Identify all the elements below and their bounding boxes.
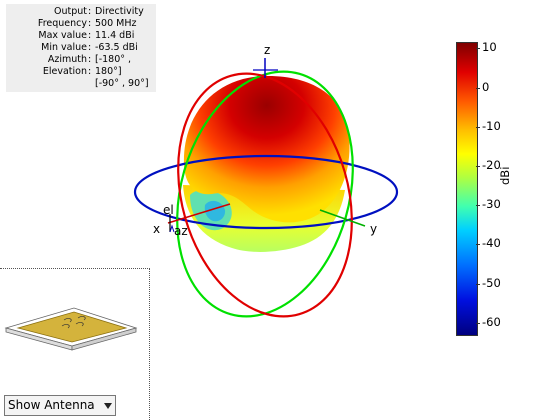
info-separator: : bbox=[88, 66, 92, 77]
info-key: Output bbox=[54, 6, 87, 17]
colorbar-tick-label: -60 bbox=[482, 315, 501, 329]
display-mode-value: Show Antenna bbox=[8, 398, 95, 412]
info-key: Min value bbox=[41, 42, 87, 53]
colorbar-tick-mark bbox=[476, 48, 480, 49]
info-separator: : bbox=[88, 18, 92, 29]
el-angle-label: el bbox=[163, 203, 174, 217]
info-separator: : bbox=[88, 6, 92, 17]
colorbar-tick-mark bbox=[476, 205, 480, 206]
info-row-max: Max value : 11.4 dBi bbox=[6, 30, 156, 42]
x-axis-line bbox=[167, 203, 231, 224]
info-value: -63.5 dBi bbox=[95, 42, 138, 53]
info-key: Azimuth bbox=[47, 54, 87, 65]
info-row-elevation: Elevation : 180°] bbox=[6, 66, 156, 78]
info-key: Frequency bbox=[37, 18, 87, 29]
colorbar-tick-label: -10 bbox=[482, 119, 501, 133]
z-axis-label: z bbox=[264, 43, 271, 57]
colorbar-tick-label: 10 bbox=[482, 40, 497, 54]
colorbar bbox=[456, 42, 478, 336]
info-row-frequency: Frequency : 500 MHz bbox=[6, 18, 156, 30]
info-separator: : bbox=[88, 42, 92, 53]
colorbar-tick-label: -20 bbox=[482, 158, 501, 172]
antenna-patch-icon bbox=[4, 307, 138, 351]
colorbar-unit-label: dBi bbox=[498, 166, 512, 185]
y-axis-line bbox=[319, 209, 366, 227]
y-axis-label: y bbox=[370, 222, 378, 236]
dropdown-arrow-icon[interactable] bbox=[104, 403, 112, 409]
info-value: 500 MHz bbox=[95, 18, 137, 29]
info-value: Directivity bbox=[95, 6, 144, 17]
colorbar-tick-label: -50 bbox=[482, 276, 501, 290]
info-row-min: Min value : -63.5 dBi bbox=[6, 42, 156, 54]
az-angle-label: az bbox=[174, 224, 188, 238]
info-row-azimuth: Azimuth : [-180° , bbox=[6, 54, 156, 66]
colorbar-tick-mark bbox=[476, 323, 480, 324]
info-value: 11.4 dBi bbox=[95, 30, 135, 41]
antenna-preview-panel bbox=[0, 268, 150, 420]
info-key: Elevation bbox=[42, 66, 87, 77]
colorbar-tick-mark bbox=[476, 88, 480, 89]
radiation-pattern-3d bbox=[183, 76, 350, 252]
colorbar-tick-mark bbox=[476, 284, 480, 285]
pattern-main-lobe bbox=[183, 76, 350, 223]
info-key: Max value bbox=[38, 30, 87, 41]
display-mode-select[interactable]: Show Antenna bbox=[4, 395, 116, 416]
colorbar-tick-mark bbox=[476, 166, 480, 167]
colorbar-tick-mark bbox=[476, 127, 480, 128]
colorbar-tick-label: -30 bbox=[482, 197, 501, 211]
colorbar-tick-label: 0 bbox=[482, 80, 490, 94]
info-value: [-180° , bbox=[95, 54, 132, 65]
origin-az-arrow bbox=[169, 224, 175, 233]
info-row-output: Output : Directivity bbox=[6, 6, 156, 18]
info-separator: : bbox=[88, 30, 92, 41]
colorbar-tick-mark bbox=[476, 244, 480, 245]
info-separator: : bbox=[88, 54, 92, 65]
elevation-ring-yz bbox=[176, 70, 354, 318]
x-axis-label: x bbox=[153, 222, 161, 236]
pattern-deep-null bbox=[204, 200, 226, 222]
info-row-elevation-range: [-90° , 90°] bbox=[6, 78, 156, 90]
info-panel: Output : Directivity Frequency : 500 MHz… bbox=[6, 4, 156, 92]
colorbar-tick-label: -40 bbox=[482, 236, 501, 250]
info-value: [-90° , 90°] bbox=[95, 78, 149, 89]
info-value: 180°] bbox=[95, 66, 122, 77]
azimuth-ring bbox=[133, 154, 399, 230]
